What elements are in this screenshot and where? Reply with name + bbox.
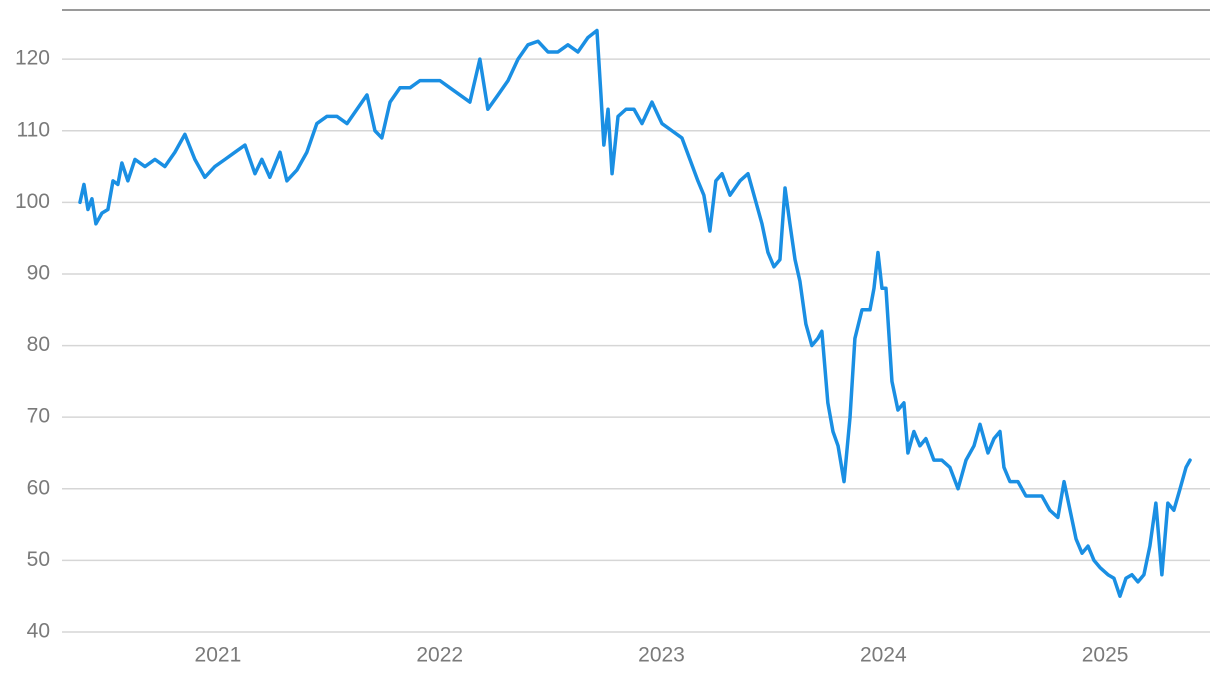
x-tick-label: 2024 <box>860 644 907 667</box>
line-series <box>78 28 1192 598</box>
x-tick-label: 2023 <box>638 644 685 667</box>
y-tick-label: 50 <box>27 548 50 571</box>
y-tick-label: 80 <box>27 333 50 356</box>
y-tick-label: 40 <box>27 620 50 643</box>
x-tick-label: 2022 <box>416 644 463 667</box>
y-tick-label: 70 <box>27 405 50 428</box>
y-tick-label: 110 <box>17 118 50 141</box>
y-tick-label: 120 <box>15 47 50 70</box>
x-tick-label: 2025 <box>1082 644 1129 667</box>
x-tick-label: 2021 <box>195 644 242 667</box>
y-tick-label: 100 <box>15 190 50 213</box>
y-tick-label: 90 <box>27 262 50 285</box>
y-tick-label: 60 <box>27 476 50 499</box>
